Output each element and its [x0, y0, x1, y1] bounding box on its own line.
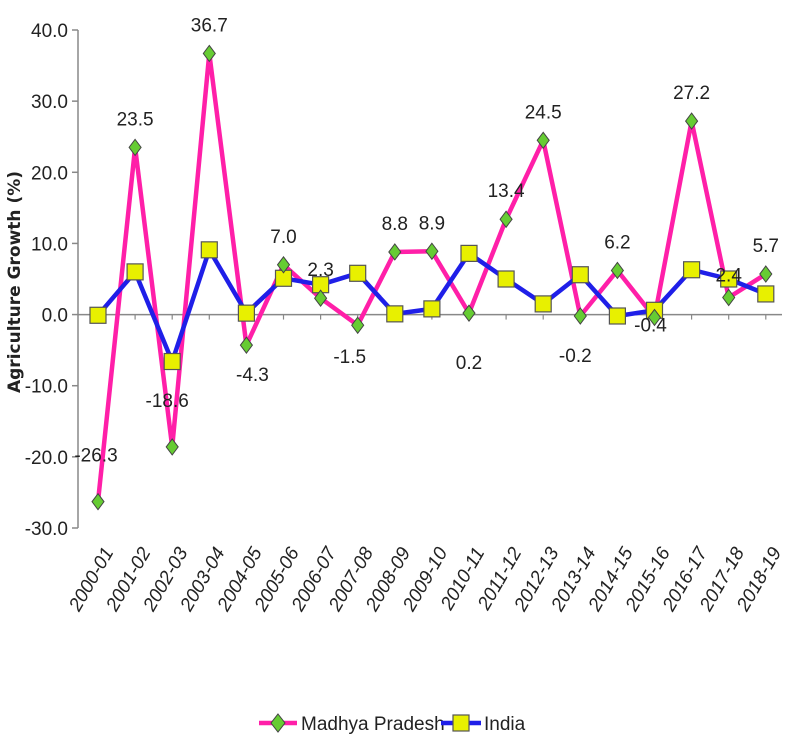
data-label: -0.4 — [634, 315, 667, 336]
madhya-pradesh-point — [536, 131, 550, 150]
madhya-pradesh-point — [759, 265, 773, 283]
india-point — [126, 263, 144, 281]
india-point — [720, 270, 738, 288]
data-label: -4.3 — [236, 365, 269, 386]
data-label: 2.4 — [715, 265, 742, 286]
y-tick-label: -30.0 — [25, 519, 68, 540]
india-point — [200, 241, 218, 259]
madhya-pradesh-point — [573, 307, 587, 325]
madhya-pradesh-point — [462, 304, 476, 322]
madhya-pradesh-point — [388, 243, 402, 261]
india-point — [89, 306, 107, 324]
data-label: -18.6 — [146, 391, 189, 412]
madhya-pradesh-point — [91, 492, 105, 511]
india-point — [349, 264, 367, 282]
madhya-pradesh-point — [610, 261, 625, 280]
madhya-pradesh-point — [425, 242, 439, 261]
data-label: -26.3 — [74, 446, 117, 467]
madhya-pradesh-point — [684, 112, 699, 130]
y-tick-label: 40.0 — [31, 21, 68, 42]
data-label: 2.3 — [307, 260, 333, 281]
legend: Madhya Pradesh India — [259, 713, 526, 735]
madhya-pradesh-point — [351, 316, 365, 335]
y-tick-label: 20.0 — [31, 163, 68, 184]
legend-marker-india — [452, 714, 470, 732]
india-point — [497, 270, 515, 288]
india-point — [608, 307, 627, 325]
y-tick-label: -10.0 — [25, 377, 68, 398]
data-label: -0.2 — [559, 346, 592, 367]
madhya-pradesh-point — [313, 289, 328, 308]
data-label: -1.5 — [333, 347, 366, 368]
india-point — [571, 266, 589, 284]
y-tick-label: -20.0 — [25, 448, 68, 469]
madhya-pradesh-point — [239, 336, 254, 354]
india-point — [682, 261, 701, 279]
madhya-pradesh-point — [128, 138, 142, 157]
madhya-pradesh-point — [202, 44, 216, 63]
india-point — [163, 352, 181, 371]
data-label: 23.5 — [117, 109, 154, 130]
madhya-pradesh-point — [647, 308, 662, 327]
india-point — [237, 304, 255, 322]
legend-marker-madhya-pradesh — [270, 713, 286, 733]
madhya-pradesh-point — [722, 288, 736, 307]
y-tick-label: 0.0 — [42, 306, 68, 327]
y-axis-label: Agriculture Growth (%) — [5, 171, 25, 393]
legend-label-india: India — [484, 714, 526, 735]
y-tick-label: 30.0 — [31, 92, 68, 113]
y-tick-label: 10.0 — [31, 234, 68, 255]
india-point — [386, 305, 404, 323]
series-markers — [89, 44, 775, 511]
data-label: 5.7 — [753, 236, 779, 257]
data-label: 6.2 — [604, 232, 630, 253]
data-label: 24.5 — [525, 102, 562, 123]
data-label: 27.2 — [673, 83, 710, 104]
madhya-pradesh-point — [165, 438, 179, 456]
data-label: 0.2 — [456, 353, 482, 374]
y-axis: 40.0 30.0 20.0 10.0 0.0 -10.0 -20.0 -30.0 — [25, 21, 79, 540]
india-point — [534, 295, 552, 313]
data-label: 8.9 — [419, 213, 445, 234]
legend-label-madhya-pradesh: Madhya Pradesh — [301, 714, 445, 735]
data-label: 8.8 — [382, 214, 408, 235]
data-label: 13.4 — [488, 181, 525, 202]
madhya-pradesh-point — [276, 255, 291, 274]
madhya-pradesh-point — [499, 210, 513, 229]
data-labels: -26.3 23.5 -18.6 36.7 -4.3 7.0 2.3 -1.5 8.8 8.9 0.… — [74, 15, 779, 466]
india-point — [757, 285, 775, 303]
data-label: 7.0 — [270, 227, 296, 248]
data-label: 36.7 — [191, 15, 228, 36]
india-point — [460, 244, 478, 262]
india-point — [423, 300, 441, 318]
series-lines — [95, 51, 768, 502]
